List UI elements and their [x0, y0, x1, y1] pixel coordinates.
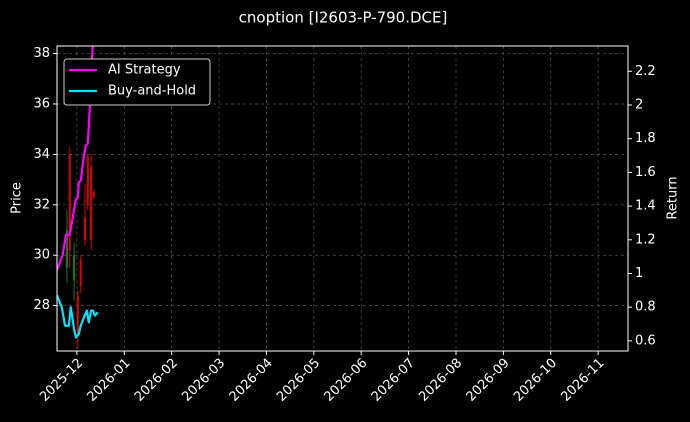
grid — [57, 46, 628, 351]
x-tick-label: 2026-01 — [85, 356, 134, 405]
x-tick-label: 2026-02 — [132, 356, 181, 405]
candle-body — [68, 154, 71, 251]
y2-axis-label: Return — [666, 176, 681, 219]
x-tick-label: 2026-06 — [321, 356, 370, 405]
x-tick-label: 2026-11 — [558, 356, 607, 405]
y2-tick-label: 1.8 — [635, 131, 656, 146]
y-tick-label: 30 — [33, 248, 50, 263]
candle-body — [65, 230, 68, 268]
y-tick-label: 28 — [33, 298, 50, 313]
candle-body — [92, 192, 95, 198]
chart-title: cnoption [I2603-P-790.DCE] — [239, 9, 448, 27]
legend-label: AI Strategy — [108, 63, 181, 78]
y-tick-label: 32 — [33, 197, 50, 212]
series-line — [57, 294, 99, 339]
candle-body — [76, 295, 79, 336]
y2-tick-label: 2.2 — [635, 64, 656, 79]
x-tick-label: 2026-08 — [416, 356, 465, 405]
y-axis-label: Price — [10, 182, 25, 214]
series-line — [57, 46, 94, 271]
y2-tick-label: 0.8 — [635, 300, 656, 315]
plot-frame — [56, 45, 629, 352]
x-tick-label: 2026-10 — [511, 356, 560, 405]
candle-body — [86, 156, 89, 205]
legend-box — [63, 58, 211, 106]
y2-tick-label: 1.6 — [635, 165, 656, 180]
x-tick-label: 2026-05 — [274, 356, 323, 405]
x-tick-label: 2026-07 — [369, 356, 418, 405]
x-tick-label: 2026-04 — [227, 356, 276, 405]
y-tick-label: 34 — [33, 147, 50, 162]
candle-body — [90, 166, 93, 241]
candle-body — [79, 260, 82, 286]
y-tick-label: 36 — [33, 96, 50, 111]
y-tick-label: 38 — [33, 46, 50, 61]
y2-tick-label: 0.6 — [635, 333, 656, 348]
y2-tick-label: 1 — [635, 266, 643, 281]
candle-body — [83, 217, 86, 241]
candle-body — [73, 255, 76, 281]
y2-tick-label: 1.4 — [635, 199, 656, 214]
plot-area — [57, 46, 99, 349]
legend: AI Strategy Buy-and-Hold — [63, 58, 211, 106]
y2-tick-label: 2 — [635, 97, 643, 112]
x-tick-label: 2026-03 — [179, 356, 228, 405]
legend-label: Buy-and-Hold — [108, 84, 196, 99]
y2-tick-label: 1.2 — [635, 232, 656, 247]
x-tick-label: 2025-12 — [37, 356, 86, 405]
x-tick-label: 2026-09 — [464, 356, 513, 405]
